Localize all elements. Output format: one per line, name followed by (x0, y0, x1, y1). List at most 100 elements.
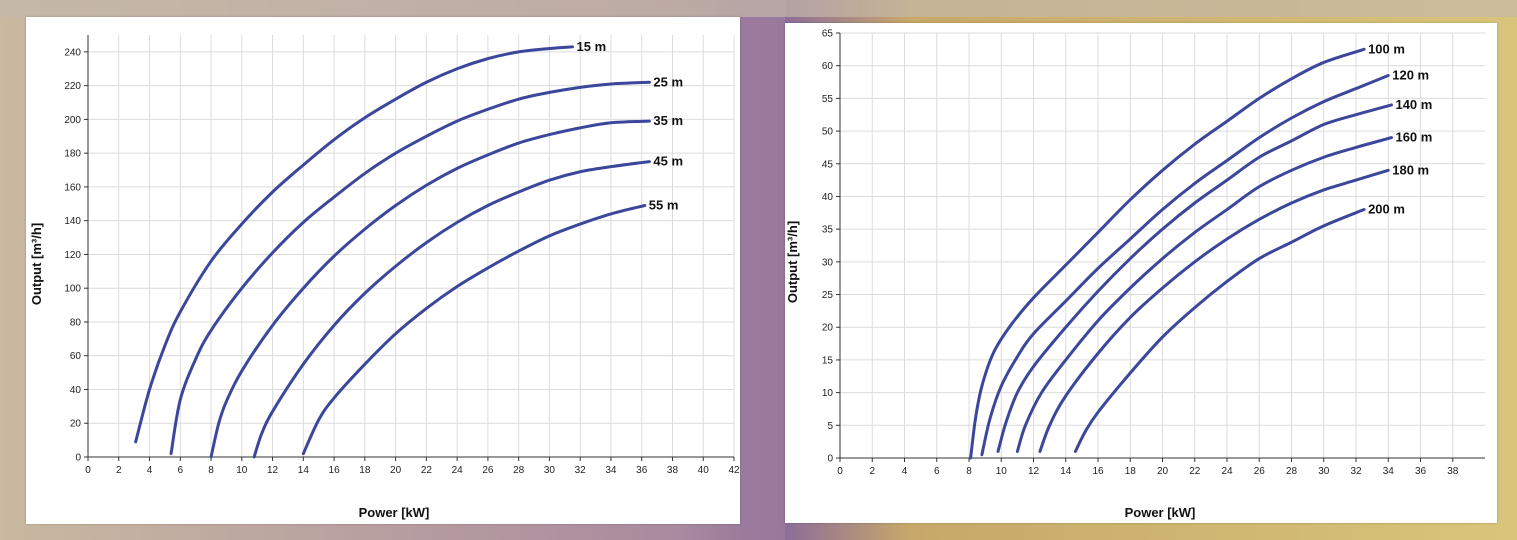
x-tick-label: 18 (1125, 466, 1137, 477)
y-tick-label: 10 (822, 388, 834, 399)
y-tick-label: 160 (64, 182, 81, 193)
y-tick-label: 0 (75, 453, 81, 464)
x-tick-label: 20 (1157, 466, 1169, 477)
x-tick-label: 28 (1286, 466, 1298, 477)
series-label-140m: 140 m (1395, 97, 1432, 112)
x-tick-label: 36 (636, 465, 648, 476)
x-tick-label: 10 (996, 466, 1008, 477)
y-tick-labels: 0 20 40 60 80 100 120 140 160 180 200 220 240 (64, 47, 81, 463)
x-tick-label: 12 (267, 465, 279, 476)
series-label-180m: 180 m (1392, 162, 1429, 177)
series-label-35m: 35 m (653, 113, 683, 128)
series-label-45m: 45 m (653, 154, 683, 169)
x-tick-label: 40 (698, 465, 710, 476)
x-tick-label: 2 (869, 466, 875, 477)
y-axis-title: Output [m³/h] (29, 223, 44, 305)
series-labels: 100 m 120 m 140 m 160 m 180 m 200 m (1368, 41, 1432, 216)
y-tick-label: 65 (822, 29, 834, 40)
series-line-25m (169, 80, 651, 456)
x-tick-label: 30 (1318, 466, 1330, 477)
y-tick-label: 140 (64, 216, 81, 227)
x-tick-label: 38 (1447, 466, 1459, 477)
axes (836, 32, 1485, 462)
y-tick-label: 120 (64, 250, 81, 261)
x-tick-label: 42 (728, 465, 740, 476)
x-tick-label: 30 (544, 465, 556, 476)
y-tick-label: 40 (822, 192, 834, 203)
y-tick-label: 55 (822, 94, 834, 105)
series-label-100m: 100 m (1368, 41, 1405, 56)
x-tick-label: 8 (966, 466, 972, 477)
x-tick-label: 34 (1383, 466, 1395, 477)
series-line-35m (209, 119, 651, 459)
x-tick-label: 4 (147, 465, 153, 476)
chart-panel-right: 0 2 4 6 8 10 12 14 16 18 20 22 24 26 28 30 32 34 36 38 0 5 10… (785, 23, 1497, 523)
y-tick-label: 35 (822, 225, 834, 236)
x-tick-label: 24 (452, 465, 464, 476)
x-tick-label: 22 (421, 465, 433, 476)
y-tick-label: 180 (64, 149, 81, 160)
x-tick-label: 12 (1028, 466, 1040, 477)
x-tick-label: 26 (482, 465, 494, 476)
series-label-160m: 160 m (1395, 130, 1432, 145)
grid-lines (839, 32, 1485, 459)
x-tick-label: 38 (667, 465, 679, 476)
x-tick-label: 0 (85, 465, 91, 476)
y-tick-label: 0 (827, 454, 833, 465)
y-axis-title: Output [m³/h] (785, 221, 800, 303)
y-tick-label: 80 (70, 317, 82, 328)
pump-curve-chart-right: 0 2 4 6 8 10 12 14 16 18 20 22 24 26 28 30 32 34 36 38 0510… (785, 29, 1485, 520)
series-line-140m (996, 103, 1393, 453)
series-label-200m: 200 m (1368, 202, 1405, 217)
series-line-55m (301, 203, 647, 456)
series-line-45m (252, 160, 651, 459)
series-label-120m: 120 m (1392, 68, 1429, 83)
x-tick-label: 28 (513, 465, 525, 476)
x-tick-label: 20 (390, 465, 402, 476)
y-tick-label: 60 (70, 351, 82, 362)
x-tick-label: 6 (178, 465, 184, 476)
series-line-200m (1073, 208, 1366, 453)
series-line-120m (980, 74, 1390, 457)
pump-curve-chart-left: 0 2 4 6 8 10 12 14 16 18 20 22 24 26 28 30 32 34 36 38 40 42 … (29, 35, 740, 520)
series-line-100m (969, 47, 1366, 460)
y-tick-label: 40 (70, 385, 82, 396)
x-tick-label: 32 (575, 465, 587, 476)
x-tick-label: 14 (1060, 466, 1072, 477)
x-tick-label: 10 (236, 465, 248, 476)
y-tick-labels: 0 5 10 15 20 25 30 35 40 45 50 55 60 65 (822, 29, 834, 465)
x-tick-label: 22 (1189, 466, 1201, 477)
y-tick-label: 45 (822, 159, 834, 170)
y-tick-label: 20 (70, 419, 82, 430)
series-label-25m: 25 m (653, 74, 683, 89)
y-tick-label: 20 (822, 323, 834, 334)
x-axis-title: Power [kW] (359, 505, 430, 520)
x-tick-labels: 0 2 4 6 8 10 12 14 16 18 20 22 24 26 28 30 32 34 36 38 (837, 466, 1459, 477)
x-tick-label: 32 (1350, 466, 1362, 477)
x-tick-label: 16 (329, 465, 341, 476)
x-tick-label: 34 (605, 465, 617, 476)
x-tick-labels: 0 2 4 6 8 10 12 14 16 18 20 22 24 26 28 30 32 34 36 38 40 42 (85, 465, 740, 476)
y-tick-label: 100 (64, 284, 81, 295)
y-tick-label: 200 (64, 115, 81, 126)
y-tick-label: 5 (827, 421, 833, 432)
y-tick-label: 15 (822, 355, 834, 366)
series-line-180m (1038, 168, 1390, 453)
x-tick-label: 4 (902, 466, 908, 477)
x-tick-label: 16 (1092, 466, 1104, 477)
grid-lines (87, 35, 735, 458)
y-tick-label: 25 (822, 290, 834, 301)
y-tick-label: 60 (822, 61, 834, 72)
series-line-160m (1015, 136, 1393, 453)
series-labels: 15 m 25 m 35 m 45 m 55 m (577, 39, 684, 213)
x-tick-label: 36 (1415, 466, 1427, 477)
series-curves (969, 47, 1393, 460)
x-axis-title: Power [kW] (1125, 505, 1196, 520)
y-tick-label: 50 (822, 127, 834, 138)
y-tick-label: 30 (822, 257, 834, 268)
series-label-55m: 55 m (649, 197, 679, 212)
series-label-15m: 15 m (577, 39, 607, 54)
x-tick-label: 14 (298, 465, 310, 476)
x-tick-label: 2 (116, 465, 122, 476)
x-tick-label: 26 (1254, 466, 1266, 477)
